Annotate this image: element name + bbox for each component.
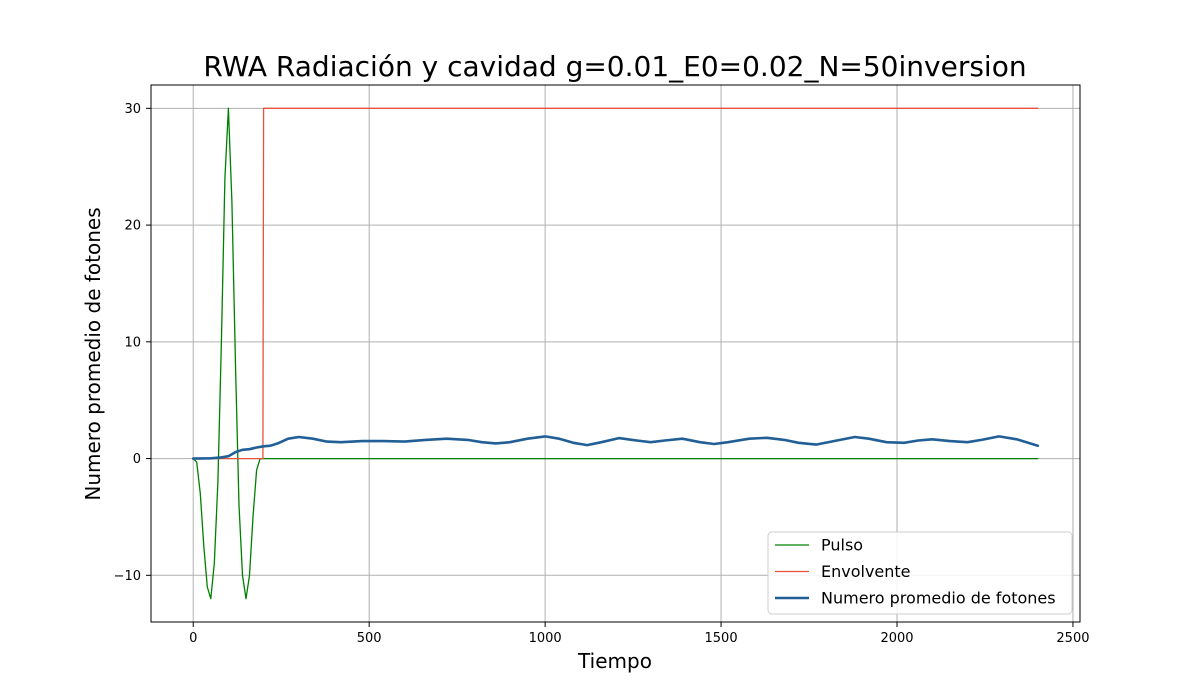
legend-label-2: Numero promedio de fotones — [821, 589, 1056, 608]
legend-label-0: Pulso — [821, 536, 863, 555]
y-tick-label: 20 — [124, 219, 141, 234]
plot-area — [191, 107, 1040, 600]
x-tick-label: 500 — [357, 631, 382, 646]
y-tick-label: 0 — [133, 452, 141, 467]
y-tick-label: 10 — [124, 335, 141, 350]
y-tick-label: 30 — [124, 102, 141, 117]
x-tick-label: 2000 — [880, 631, 913, 646]
legend: Pulso Envolvente Numero promedio de fotone… — [767, 531, 1073, 615]
plot-frame — [150, 84, 1081, 623]
axes: 0 500 1000 1500 2000 2500 −10 0 10 20 30 — [114, 84, 1090, 646]
y-tick-label: −10 — [114, 569, 141, 584]
x-tick-label: 2500 — [1056, 631, 1089, 646]
chart-title: RWA Radiación y cavidad g=0.01_E0=0.02_N… — [203, 50, 1026, 83]
series-line-1 — [192, 107, 1039, 460]
series-line-2 — [191, 435, 1040, 460]
x-tick-label: 1000 — [529, 631, 562, 646]
x-tick-label: 0 — [189, 631, 197, 646]
y-axis-label: Numero promedio de fotones — [81, 207, 105, 500]
x-axis-label: Tiempo — [577, 649, 652, 673]
x-tick-label: 1500 — [705, 631, 738, 646]
legend-label-1: Envolvente — [821, 562, 911, 581]
series-line-0 — [192, 107, 1039, 600]
legend-box — [767, 531, 1073, 615]
